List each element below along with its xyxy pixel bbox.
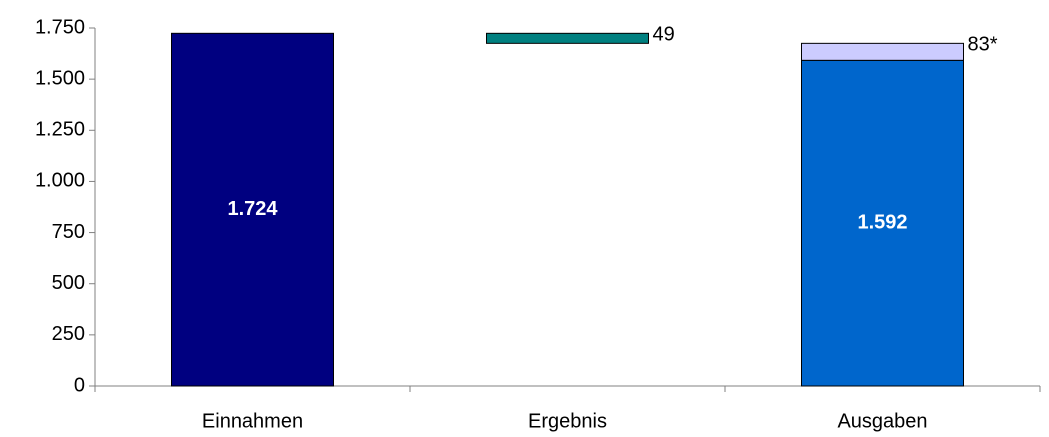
y-tick-label: 1.000 (35, 170, 85, 192)
bar (486, 32, 649, 44)
value-label: 49 (653, 24, 675, 46)
y-tick-label: 750 (52, 221, 85, 243)
y-tick-label: 1.250 (35, 119, 85, 141)
y-tick-label: 500 (52, 272, 85, 294)
bar (171, 32, 334, 387)
y-tick-label: 250 (52, 323, 85, 345)
x-tick-label: Ergebnis (528, 410, 607, 432)
y-tick-label: 0 (74, 374, 85, 396)
value-label: 1.592 (857, 211, 907, 233)
y-tick-label: 1.500 (35, 67, 85, 89)
value-label: 83* (968, 34, 998, 56)
bar (801, 59, 964, 387)
x-tick-label: Einnahmen (202, 410, 303, 432)
x-tick-label: Ausgaben (837, 410, 927, 432)
value-label: 1.724 (227, 198, 278, 220)
y-tick-label: 1.750 (35, 16, 85, 38)
bar (801, 42, 964, 61)
